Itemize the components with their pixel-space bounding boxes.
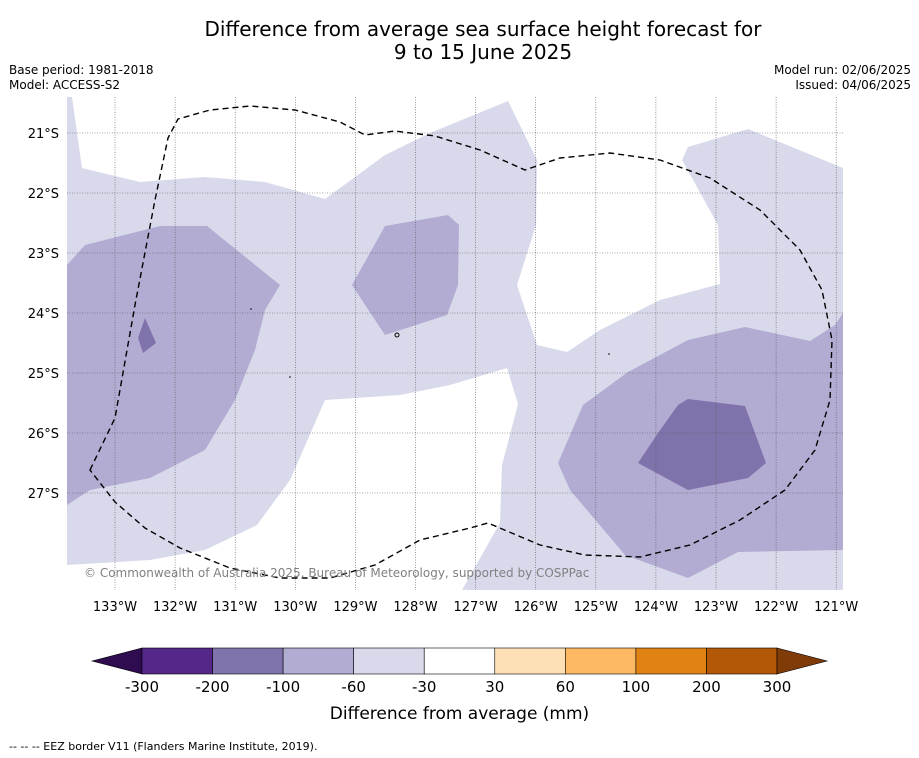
lat-label: 26°S	[28, 427, 59, 442]
lon-label: 128°W	[393, 600, 437, 615]
anomaly-region-medium-central	[352, 215, 459, 335]
lon-label: 130°W	[273, 600, 317, 615]
colorbar-tick-label: -30	[412, 678, 437, 696]
latitude-labels: 21°S 22°S 23°S 24°S 25°S 26°S 27°S	[28, 127, 59, 502]
title-line-1: Difference from average sea surface heig…	[204, 17, 762, 41]
colorbar-label: Difference from average (mm)	[330, 704, 589, 724]
anomaly-region-medium-west	[67, 226, 280, 505]
lat-label: 25°S	[28, 367, 59, 382]
island-dot	[289, 376, 291, 378]
colorbar-cell	[423, 647, 496, 675]
eez-legend-note: -- -- -- EEZ border V11 (Flanders Marine…	[9, 740, 318, 753]
lat-label: 21°S	[28, 127, 59, 142]
anomaly-region-dark-west	[138, 318, 156, 353]
colorbar-cell	[353, 647, 425, 675]
colorbar-tick-label: 300	[763, 678, 792, 696]
issued-date: Issued: 04/06/2025	[795, 78, 911, 92]
lon-label: 129°W	[333, 600, 377, 615]
longitude-labels: 133°W 132°W 131°W 130°W 129°W 128°W 127°W 126°W…	[93, 600, 859, 615]
lon-label: 121°W	[814, 600, 858, 615]
lon-label: 133°W	[93, 600, 137, 615]
map-title: Difference from average sea surface heig…	[150, 18, 816, 64]
map-plot-area: © Commonwealth of Australia 2025, Bureau…	[67, 97, 843, 590]
colorbar-cell	[635, 647, 707, 675]
island-dot	[394, 332, 400, 338]
model-name: Model: ACCESS-S2	[9, 78, 121, 92]
colorbar-cell	[212, 647, 284, 675]
lon-label: 126°W	[514, 600, 558, 615]
island-dot	[608, 353, 610, 355]
colorbar-low-extension	[90, 647, 143, 675]
title-line-2: 9 to 15 June 2025	[393, 40, 573, 64]
colorbar-tick-labels: -300 -200 -100 -60 -30 30 60 100 200 300	[125, 678, 791, 696]
lon-label: 127°W	[454, 600, 498, 615]
graticule	[67, 97, 843, 590]
run-info-left: Base period: 1981-2018 Model: ACCESS-S2	[9, 63, 154, 93]
colorbar-tick-label: -60	[341, 678, 366, 696]
colorbar-cell	[565, 647, 637, 675]
lat-label: 23°S	[28, 247, 59, 262]
colorbar-tick-label: 200	[692, 678, 721, 696]
colorbar: -300 -200 -100 -60 -30 30 60 100 200 300 Differen…	[90, 647, 829, 724]
island-dot	[250, 308, 252, 310]
colorbar-cells	[141, 647, 778, 675]
colorbar-tick-label: -200	[196, 678, 230, 696]
run-info-right: Model run: 02/06/2025 Issued: 04/06/2025	[774, 63, 911, 93]
colorbar-tick-label: 60	[556, 678, 575, 696]
colorbar-cell	[282, 647, 354, 675]
colorbar-tick-label: 100	[622, 678, 651, 696]
lon-label: 131°W	[213, 600, 257, 615]
lat-label: 22°S	[28, 187, 59, 202]
colorbar-cell	[494, 647, 566, 675]
lon-label: 124°W	[634, 600, 678, 615]
colorbar-cell	[706, 647, 778, 675]
anomaly-region-dark-east	[638, 399, 766, 490]
copyright-notice: © Commonwealth of Australia 2025, Bureau…	[84, 566, 589, 580]
colorbar-tick-label: -300	[125, 678, 159, 696]
colorbar-high-extension	[776, 647, 829, 675]
lat-label: 24°S	[28, 307, 59, 322]
eez-border	[89, 105, 833, 579]
base-period: Base period: 1981-2018	[9, 63, 154, 77]
lon-label: 122°W	[754, 600, 798, 615]
colorbar-tick-label: 30	[485, 678, 504, 696]
lon-label: 123°W	[694, 600, 738, 615]
lat-label: 27°S	[28, 487, 59, 502]
colorbar-cell	[141, 647, 213, 675]
lon-label: 125°W	[574, 600, 618, 615]
colorbar-tick-label: -100	[266, 678, 300, 696]
lon-label: 132°W	[153, 600, 197, 615]
model-run-date: Model run: 02/06/2025	[773, 63, 911, 77]
